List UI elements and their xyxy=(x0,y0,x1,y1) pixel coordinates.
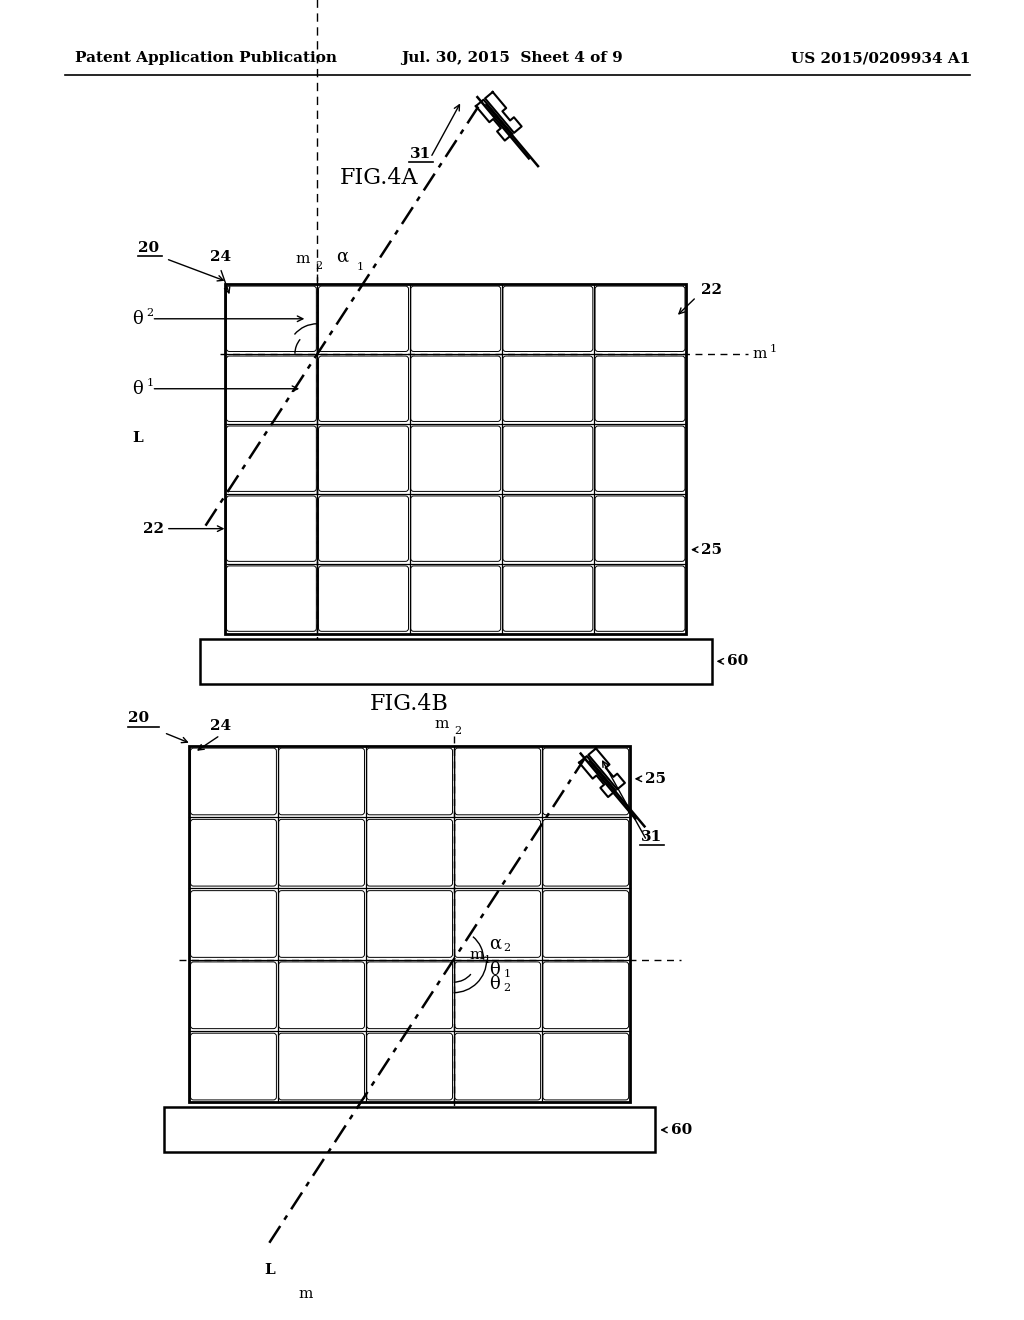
Text: m: m xyxy=(298,1287,312,1302)
Text: 20: 20 xyxy=(138,242,160,255)
Text: 2: 2 xyxy=(146,308,154,318)
Text: 1: 1 xyxy=(146,378,154,388)
Text: Patent Application Publication: Patent Application Publication xyxy=(75,51,337,65)
Text: 1: 1 xyxy=(770,343,777,354)
Text: m: m xyxy=(434,717,449,731)
Text: 20: 20 xyxy=(128,711,150,725)
Text: 24: 24 xyxy=(210,251,230,264)
Bar xyxy=(189,746,630,1102)
Text: Jul. 30, 2015  Sheet 4 of 9: Jul. 30, 2015 Sheet 4 of 9 xyxy=(401,51,623,65)
Text: 60: 60 xyxy=(727,655,749,668)
Text: α: α xyxy=(336,248,348,265)
Text: θ: θ xyxy=(133,310,143,327)
Text: FIG.4B: FIG.4B xyxy=(370,693,450,714)
Text: 2: 2 xyxy=(504,982,511,993)
Text: 22: 22 xyxy=(142,521,164,536)
Text: α: α xyxy=(489,935,502,953)
Text: US 2015/0209934 A1: US 2015/0209934 A1 xyxy=(791,51,970,65)
Text: 25: 25 xyxy=(645,772,667,785)
Text: m: m xyxy=(753,347,767,360)
Bar xyxy=(164,1107,655,1152)
Text: L: L xyxy=(133,430,143,445)
Text: 31: 31 xyxy=(410,147,431,161)
Text: θ: θ xyxy=(133,380,143,397)
Bar xyxy=(225,284,686,634)
Text: FIG.4A: FIG.4A xyxy=(340,168,418,189)
Text: 1: 1 xyxy=(356,261,364,272)
Bar xyxy=(200,639,712,684)
Text: θ: θ xyxy=(489,974,500,993)
Text: θ: θ xyxy=(489,961,500,978)
Text: m: m xyxy=(469,948,484,962)
Text: 22: 22 xyxy=(701,284,723,297)
Text: 25: 25 xyxy=(701,543,723,557)
Text: 24: 24 xyxy=(210,719,230,733)
Text: L: L xyxy=(264,1263,274,1276)
Text: 1: 1 xyxy=(483,954,490,965)
Text: 2: 2 xyxy=(315,261,323,271)
Text: 60: 60 xyxy=(671,1123,692,1137)
Text: 2: 2 xyxy=(504,942,511,953)
Text: 2: 2 xyxy=(455,726,462,735)
Text: 1: 1 xyxy=(504,969,511,978)
Text: 31: 31 xyxy=(641,829,663,843)
Text: m: m xyxy=(295,252,309,265)
